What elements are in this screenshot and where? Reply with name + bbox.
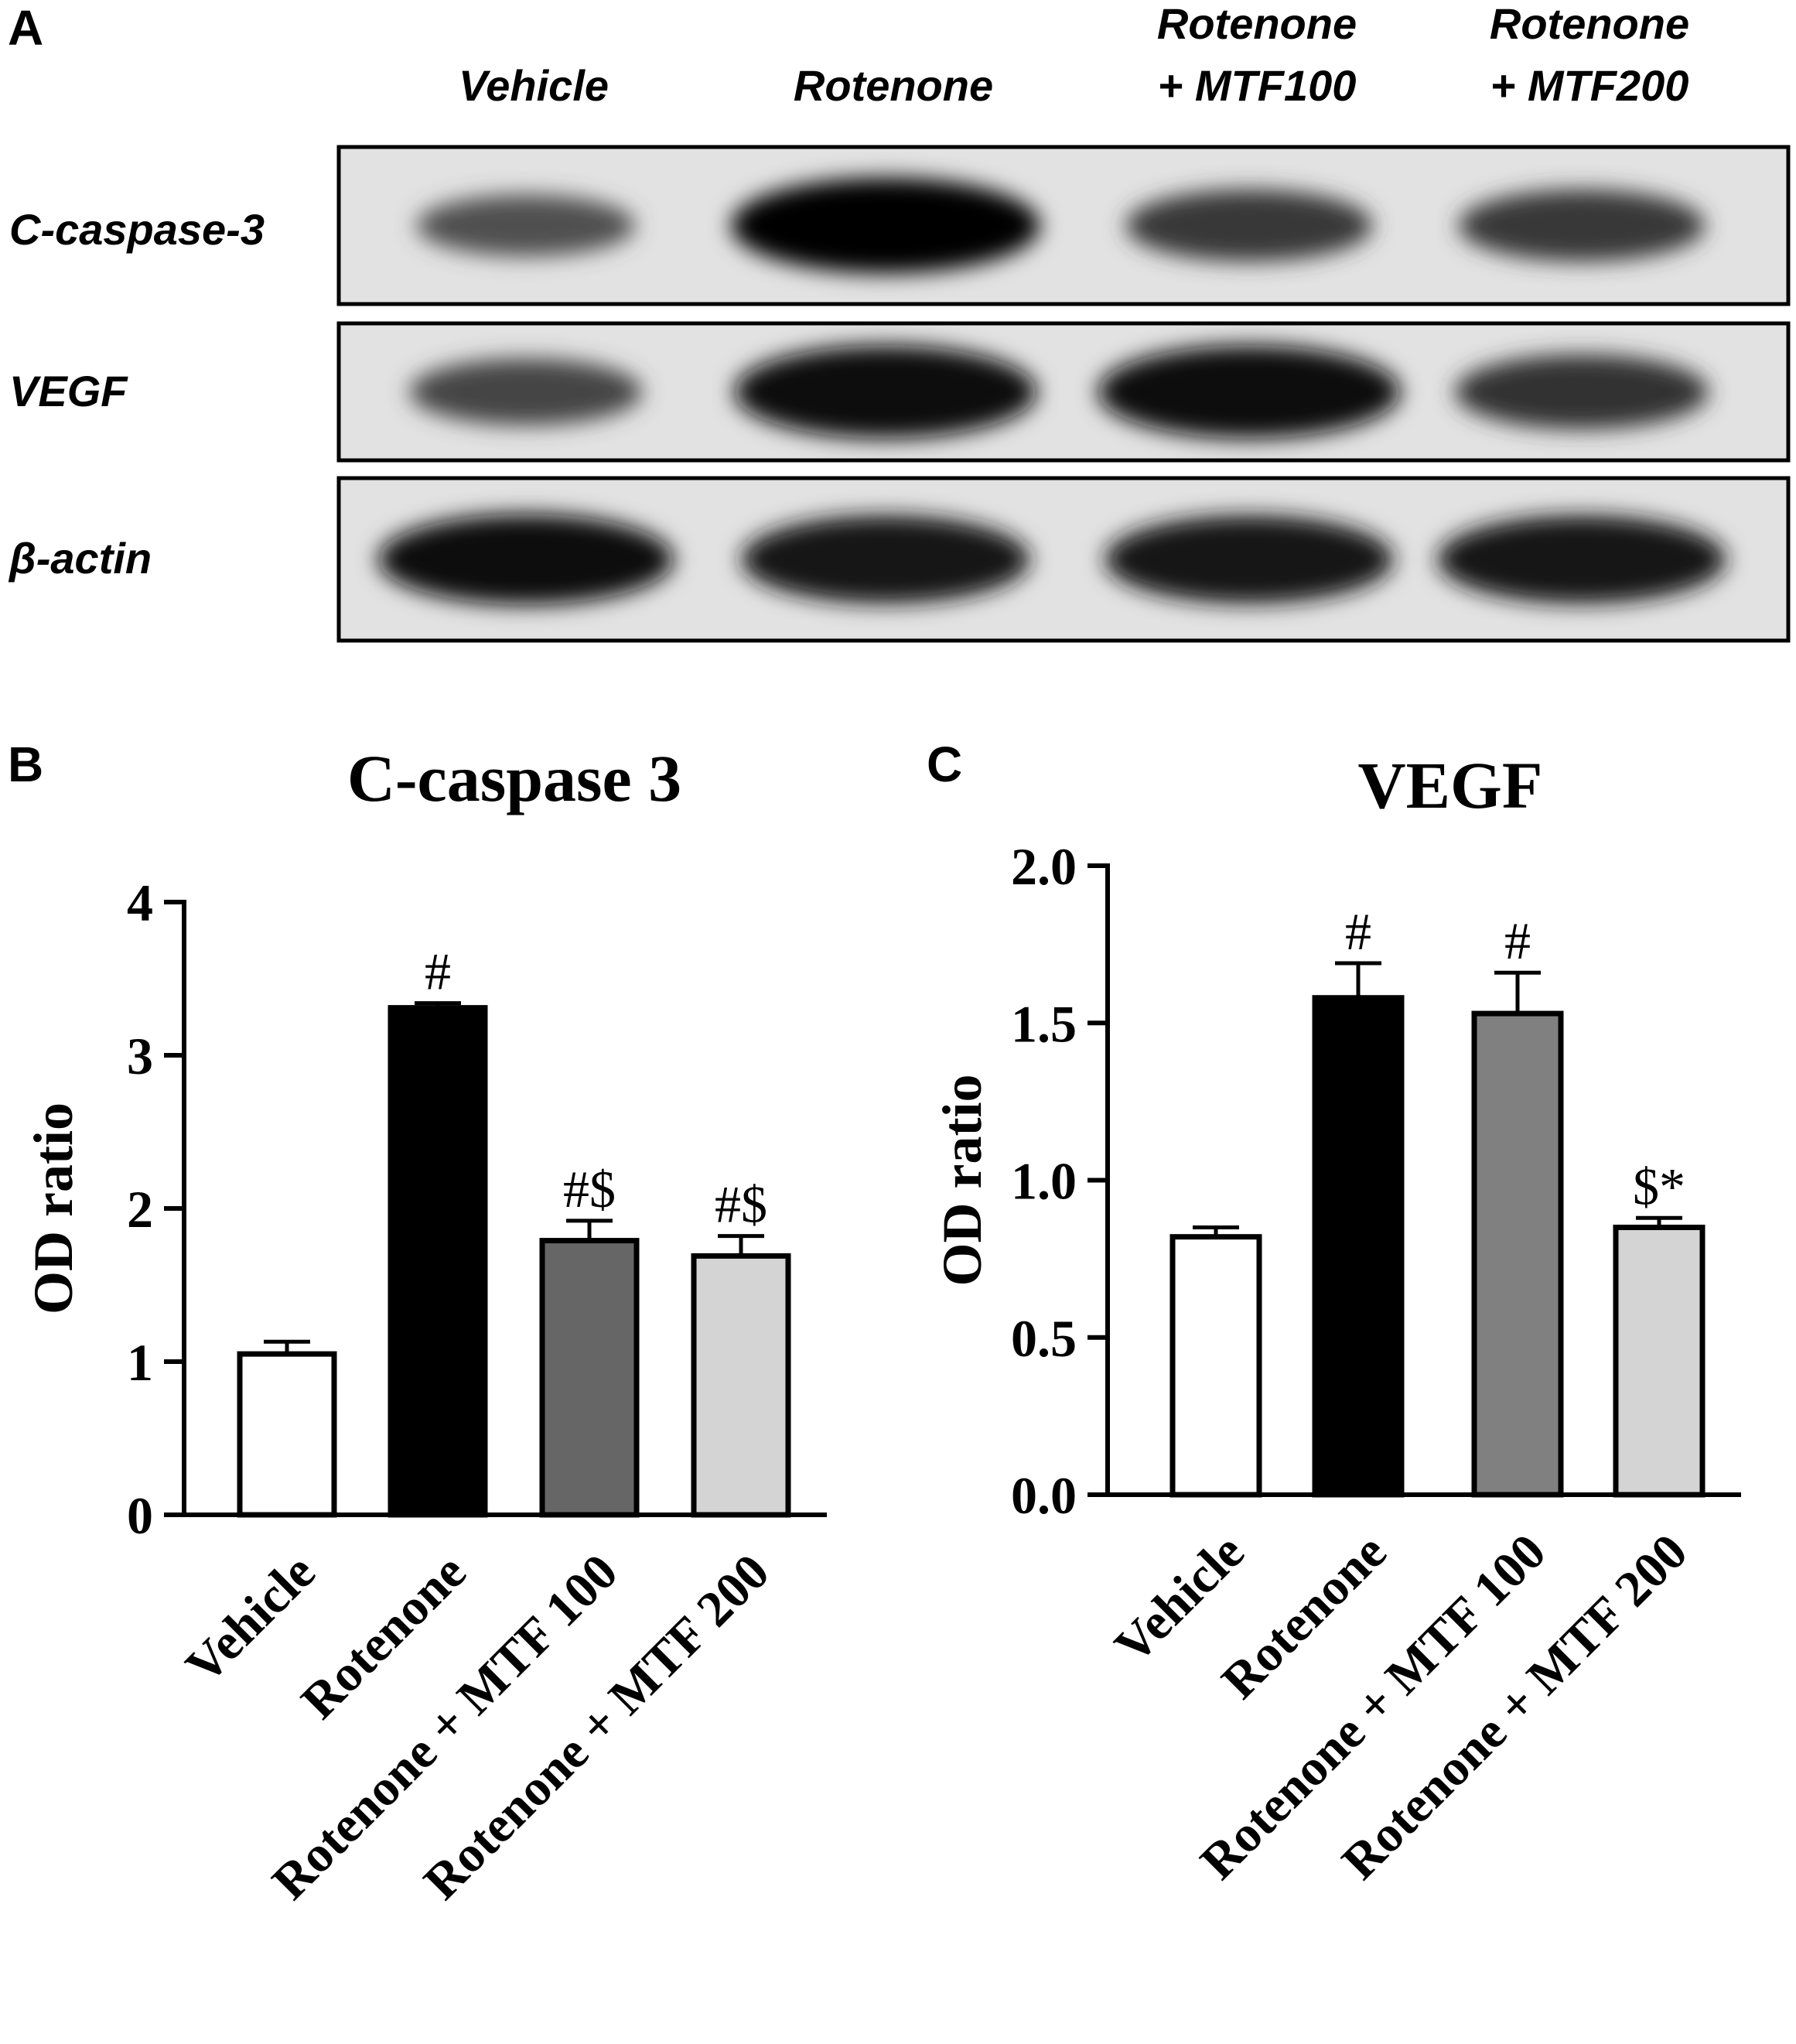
- blot-band: [378, 514, 674, 605]
- blot-row-2: VEGF: [9, 321, 1791, 463]
- blot-band: [416, 194, 636, 257]
- lane-label-line: + MTF200: [1490, 61, 1689, 110]
- significance-label: $*: [1633, 1157, 1685, 1215]
- blot-band: [741, 515, 1030, 603]
- y-tick-label: 4: [127, 873, 153, 932]
- lane-label-3: Rotenone + MTF100: [1157, 0, 1357, 110]
- panel-label: B: [8, 737, 43, 792]
- bar: [237, 1351, 337, 1518]
- significance-label: #: [1345, 902, 1371, 961]
- blot-band: [731, 177, 1040, 274]
- blot-row-label: VEGF: [9, 367, 128, 415]
- blot-row-1: C-caspase-3: [9, 145, 1791, 306]
- y-tick-label: 1.0: [1011, 1152, 1077, 1211]
- bar: [388, 1005, 488, 1518]
- blot-band: [1125, 189, 1373, 262]
- significance-label: #: [425, 942, 451, 1001]
- blot-band: [1437, 515, 1726, 603]
- y-axis-label: OD ratio: [931, 1075, 993, 1287]
- y-tick-label: 0.5: [1011, 1309, 1077, 1368]
- significance-label: #: [1504, 911, 1531, 970]
- y-tick-label: 2.0: [1011, 837, 1077, 896]
- lane-label-2: Rotenone: [794, 61, 993, 110]
- blot-band: [734, 345, 1037, 439]
- bar: [1471, 1010, 1564, 1498]
- y-tick-label: 0: [127, 1486, 153, 1545]
- panel-label: C: [927, 737, 962, 792]
- lane-label-line: Rotenone: [1490, 0, 1689, 48]
- y-tick-label: 3: [127, 1027, 153, 1085]
- chart-title: C-caspase 3: [347, 741, 681, 815]
- blot-band: [1455, 354, 1709, 429]
- bar: [691, 1253, 791, 1518]
- blot-row-3: β-actin: [8, 476, 1791, 643]
- bar: [1312, 995, 1405, 1498]
- bar: [539, 1238, 640, 1518]
- x-tick-label: Vehicle: [176, 1543, 326, 1694]
- bar: [1169, 1234, 1262, 1498]
- bar: [1613, 1224, 1706, 1498]
- chart-title: VEGF: [1358, 748, 1543, 822]
- lane-label-line: + MTF100: [1158, 61, 1357, 110]
- blot-row-label: C-caspase-3: [9, 205, 265, 254]
- blot-band: [1098, 345, 1401, 439]
- significance-label: #$: [563, 1160, 616, 1219]
- lane-label-1: Vehicle: [459, 61, 609, 110]
- y-tick-label: 1: [127, 1333, 153, 1392]
- y-tick-label: 1.5: [1011, 994, 1077, 1053]
- significance-label: #$: [715, 1175, 767, 1234]
- y-tick-label: 2: [127, 1180, 153, 1239]
- panel-b-chart: B C-caspase 3OD ratio01234Vehicle#Rotenon…: [8, 737, 827, 1910]
- blot-band: [1105, 515, 1394, 603]
- blot-row-label: β-actin: [8, 534, 152, 583]
- panel-a-label: A: [8, 0, 43, 56]
- blot-band: [1458, 189, 1706, 262]
- y-axis-label: OD ratio: [22, 1102, 84, 1314]
- y-tick-label: 0.0: [1011, 1466, 1077, 1525]
- blot-band: [409, 358, 643, 426]
- lane-label-4: Rotenone + MTF200: [1490, 0, 1689, 110]
- lane-label-line: Rotenone: [1157, 0, 1357, 48]
